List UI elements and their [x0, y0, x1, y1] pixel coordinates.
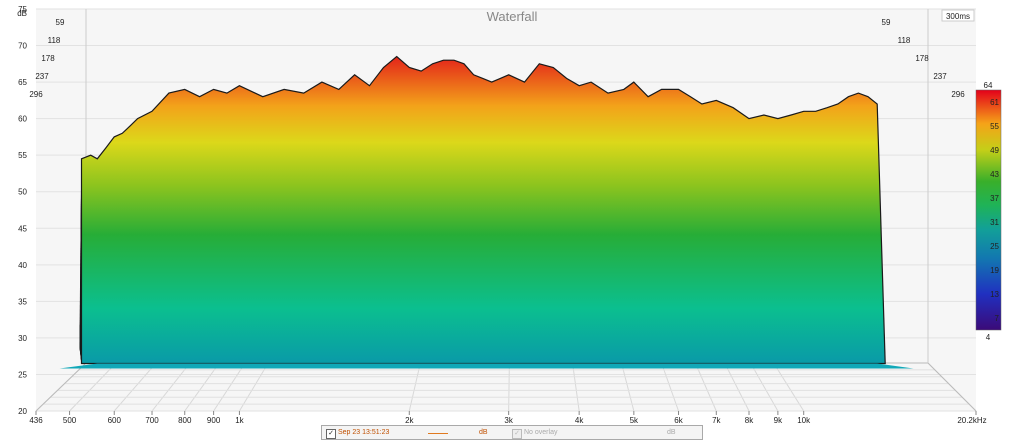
x-tick-label: 10k: [797, 416, 811, 425]
x-tick-label: 7k: [712, 416, 721, 425]
legend-entry-label: Sep 23 13:51:23: [338, 429, 390, 436]
floor-grid-line: [151, 362, 191, 412]
y-tick-label: 20: [18, 407, 27, 416]
floor-grid-line: [408, 362, 421, 412]
y-tick-label: 50: [18, 188, 27, 197]
y-tick-label: 65: [18, 78, 27, 87]
x-tick-label: 9k: [774, 416, 783, 425]
x-tick-label: 5k: [630, 416, 639, 425]
colorbar-tick-label: 55: [990, 122, 999, 131]
x-tick-label: 600: [108, 416, 122, 425]
x-tick-label: 436: [29, 416, 43, 425]
x-tick-label: 8k: [745, 416, 754, 425]
floor-grid-line: [508, 362, 510, 412]
floor-grid-line: [750, 362, 779, 412]
colorbar-tick-label: 13: [990, 290, 999, 299]
colorbar: 64 61 55 49 43 37 31 25 19 13 7 4: [975, 81, 1002, 342]
floor-grid-line: [69, 362, 117, 412]
x-tick-label: 20.2kHz: [957, 416, 986, 425]
waterfall-surface: [59, 55, 914, 369]
floor-grid-line: [694, 362, 717, 412]
legend: ✓ Sep 23 13:51:23 dB ✓ No overlay dB: [321, 425, 703, 440]
colorbar-tick-label: 49: [990, 146, 999, 155]
floor-edge: [35, 362, 87, 412]
colorbar-gradient: [975, 89, 1002, 331]
overlay-unit: dB: [667, 429, 676, 436]
chart-title: Waterfall: [487, 9, 538, 24]
x-tick-label: 3k: [504, 416, 513, 425]
waterfall-slice: [80, 55, 886, 365]
legend-line-swatch: [428, 433, 448, 434]
y-tick-label: 75: [18, 5, 27, 14]
time-tick-label-left: 178: [41, 54, 55, 63]
x-tick-label: 900: [207, 416, 221, 425]
y-tick-label: 35: [18, 297, 27, 306]
time-end-box: [941, 9, 975, 22]
time-tick-label-right: 59: [882, 18, 891, 27]
y-axis-label: dB: [17, 9, 27, 18]
floor-grid-line: [213, 362, 246, 412]
time-tick-label-left: 118: [48, 36, 61, 45]
time-tick-label-left: 59: [56, 18, 65, 27]
legend-entry-checkbox[interactable]: ✓: [326, 429, 336, 439]
floor-grid-line: [724, 362, 750, 412]
y-tick-label: 40: [18, 261, 27, 270]
floor-grid-line: [113, 362, 157, 412]
floor-grid-line: [184, 362, 220, 412]
colorbar-tick-label: 61: [990, 98, 999, 107]
time-tick-label-left: 296: [29, 90, 43, 99]
time-tick-label-left: 237: [35, 72, 49, 81]
overlay-label: No overlay: [524, 429, 558, 436]
y-tick-label: 45: [18, 224, 27, 233]
floor-grid-line: [621, 362, 635, 412]
x-tick-label: 6k: [674, 416, 683, 425]
time-tick-label-right: 237: [933, 72, 947, 81]
time-end-label: 300ms: [946, 12, 970, 21]
colorbar-tick-label: 37: [990, 194, 999, 203]
y-tick-label: 25: [18, 370, 27, 379]
surface-floor: [59, 363, 914, 369]
x-tick-label: 4k: [575, 416, 584, 425]
x-tick-label: 2k: [405, 416, 414, 425]
y-tick-label: 70: [18, 42, 27, 51]
x-tick-label: 1k: [235, 416, 244, 425]
floor-grid-line: [572, 362, 580, 412]
y-tick-label: 55: [18, 151, 27, 160]
x-tick-label: 800: [178, 416, 192, 425]
colorbar-tick-label: 25: [990, 242, 999, 251]
colorbar-tick-label: 64: [984, 81, 993, 90]
floor-grid-line: [238, 362, 269, 412]
floor-grid-line: [661, 362, 679, 412]
y-tick-label: 60: [18, 115, 27, 124]
overlay-checkbox[interactable]: ✓: [512, 429, 522, 439]
x-tick-label: 700: [145, 416, 159, 425]
time-tick-label-right: 118: [898, 36, 911, 45]
colorbar-tick-label: 43: [990, 170, 999, 179]
colorbar-tick-label: 31: [990, 218, 999, 227]
colorbar-tick-label: 4: [986, 333, 991, 342]
y-tick-label: 30: [18, 334, 27, 343]
floor-edge: [927, 362, 977, 412]
x-tick-label: 500: [63, 416, 77, 425]
time-tick-label-right: 178: [915, 54, 929, 63]
colorbar-tick-label: 19: [990, 266, 999, 275]
time-tick-label-right: 296: [951, 90, 965, 99]
floor-grid-line: [773, 362, 805, 412]
legend-entry-unit: dB: [479, 429, 488, 436]
colorbar-tick-label: 7: [995, 314, 1000, 323]
